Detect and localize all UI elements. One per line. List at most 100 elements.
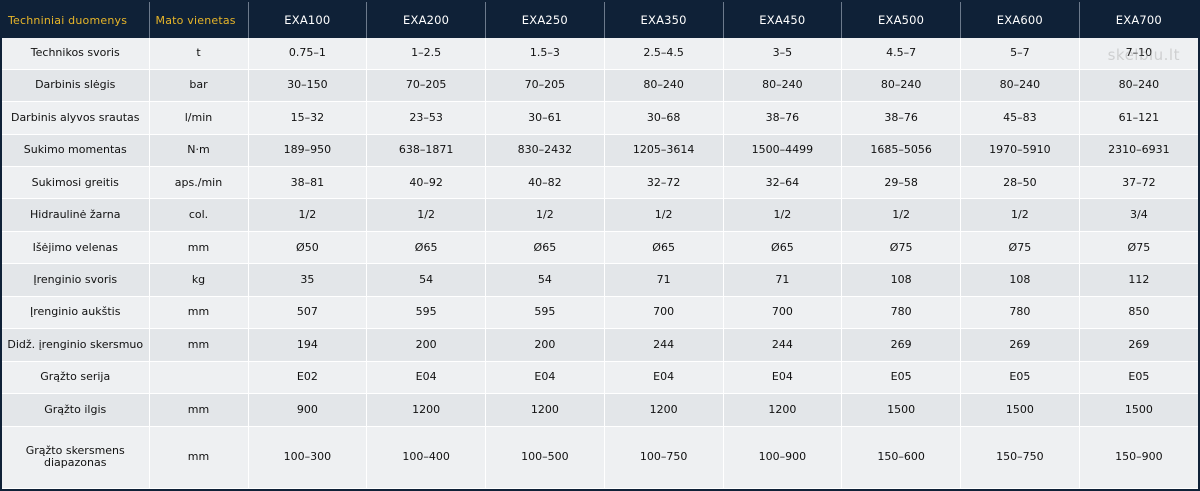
value-cell: 29–58 <box>841 166 961 200</box>
header-model-1: EXA200 <box>366 2 486 38</box>
table-row: Įrenginio svoris kg 35 54 54 71 71 108 108 112 <box>2 263 1198 297</box>
value-cell: 100–750 <box>604 426 724 489</box>
value-cell: 3/4 <box>1079 198 1198 232</box>
value-cell: 194 <box>248 328 368 362</box>
header-model-0: EXA100 <box>248 2 368 38</box>
value-cell: 1205–3614 <box>604 134 724 168</box>
value-cell: 112 <box>1079 263 1198 297</box>
value-cell: 71 <box>604 263 724 297</box>
value-cell: 1685–5056 <box>841 134 961 168</box>
value-cell: 38–81 <box>248 166 368 200</box>
value-cell: E04 <box>723 361 843 395</box>
value-cell: 4.5–7 <box>841 38 961 70</box>
value-cell: 54 <box>485 263 605 297</box>
value-cell: 54 <box>366 263 486 297</box>
unit-cell: t <box>149 38 249 70</box>
value-cell: E04 <box>485 361 605 395</box>
value-cell: 1200 <box>723 393 843 427</box>
value-cell: 1500 <box>960 393 1080 427</box>
value-cell: 150–750 <box>960 426 1080 489</box>
value-cell: E04 <box>366 361 486 395</box>
value-cell: 830–2432 <box>485 134 605 168</box>
value-cell: 1.5–3 <box>485 38 605 70</box>
value-cell: 61–121 <box>1079 101 1198 135</box>
row-label: Išėjimo velenas <box>2 231 150 265</box>
value-cell: 269 <box>960 328 1080 362</box>
unit-cell: aps./min <box>149 166 249 200</box>
value-cell: 1200 <box>366 393 486 427</box>
unit-cell: mm <box>149 231 249 265</box>
value-cell: 30–68 <box>604 101 724 135</box>
header-unit: Mato vienetas <box>149 2 249 38</box>
value-cell: 150–900 <box>1079 426 1198 489</box>
row-label: Įrenginio svoris <box>2 263 150 297</box>
value-cell: 108 <box>841 263 961 297</box>
value-cell: 200 <box>366 328 486 362</box>
value-cell: 3–5 <box>723 38 843 70</box>
table-header: Techniniai duomenys Mato vienetas EXA100 EX… <box>2 2 1198 38</box>
value-cell: 100–300 <box>248 426 368 489</box>
value-cell: 100–500 <box>485 426 605 489</box>
value-cell: 28–50 <box>960 166 1080 200</box>
value-cell: 100–400 <box>366 426 486 489</box>
value-cell: 700 <box>604 296 724 330</box>
unit-cell: mm <box>149 393 249 427</box>
unit-cell <box>149 361 249 395</box>
table-row: Hidraulinė žarna col. 1/2 1/2 1/2 1/2 1/2 1/2 1/… <box>2 198 1198 232</box>
value-cell: 45–83 <box>960 101 1080 135</box>
value-cell: 0.75–1 <box>248 38 368 70</box>
table-row: Grąžto serija E02 E04 E04 E04 E04 E05 E05 E05 <box>2 361 1198 395</box>
table-row: Didž. įrenginio skersmuo mm 194 200 200 244 24… <box>2 328 1198 362</box>
value-cell: Ø75 <box>1079 231 1198 265</box>
value-cell: 1500 <box>841 393 961 427</box>
value-cell: 1/2 <box>841 198 961 232</box>
value-cell: 71 <box>723 263 843 297</box>
value-cell: 1/2 <box>248 198 368 232</box>
value-cell: Ø75 <box>960 231 1080 265</box>
value-cell: 900 <box>248 393 368 427</box>
table-row: Grąžto ilgis mm 900 1200 1200 1200 1200 1500 150… <box>2 393 1198 427</box>
value-cell: 70–205 <box>485 69 605 103</box>
value-cell: 7–10 <box>1079 38 1198 70</box>
value-cell: 595 <box>485 296 605 330</box>
value-cell: 1200 <box>604 393 724 427</box>
header-model-3: EXA350 <box>604 2 724 38</box>
value-cell: Ø65 <box>485 231 605 265</box>
value-cell: 850 <box>1079 296 1198 330</box>
row-label: Technikos svoris <box>2 38 150 70</box>
value-cell: 269 <box>841 328 961 362</box>
value-cell: Ø65 <box>366 231 486 265</box>
value-cell: Ø65 <box>723 231 843 265</box>
value-cell: 244 <box>723 328 843 362</box>
table-row: Technikos svoris t 0.75–1 1–2.5 1.5–3 2.5–4.5… <box>2 38 1198 70</box>
value-cell: 15–32 <box>248 101 368 135</box>
value-cell: 189–950 <box>248 134 368 168</box>
value-cell: 40–82 <box>485 166 605 200</box>
value-cell: Ø65 <box>604 231 724 265</box>
value-cell: 150–600 <box>841 426 961 489</box>
value-cell: 80–240 <box>604 69 724 103</box>
row-label: Grąžto skersmens diapazonas <box>2 426 150 489</box>
value-cell: 32–72 <box>604 166 724 200</box>
value-cell: 507 <box>248 296 368 330</box>
table-row: Išėjimo velenas mm Ø50 Ø65 Ø65 Ø65 Ø65 Ø75 Ø75 Ø7… <box>2 231 1198 265</box>
value-cell: E05 <box>841 361 961 395</box>
value-cell: 1500–4499 <box>723 134 843 168</box>
value-cell: 30–61 <box>485 101 605 135</box>
value-cell: 1/2 <box>723 198 843 232</box>
value-cell: 35 <box>248 263 368 297</box>
value-cell: 70–205 <box>366 69 486 103</box>
value-cell: 1/2 <box>366 198 486 232</box>
table-body: Technikos svoris t 0.75–1 1–2.5 1.5–3 2.5–4.5… <box>2 38 1198 489</box>
table-row: Darbinis slėgis bar 30–150 70–205 70–205 80–2… <box>2 69 1198 103</box>
value-cell: 40–92 <box>366 166 486 200</box>
table-row: Įrenginio aukštis mm 507 595 595 700 700 780 780… <box>2 296 1198 330</box>
value-cell: E02 <box>248 361 368 395</box>
value-cell: 32–64 <box>723 166 843 200</box>
value-cell: E05 <box>960 361 1080 395</box>
value-cell: 1/2 <box>604 198 724 232</box>
value-cell: 80–240 <box>1079 69 1198 103</box>
row-label: Hidraulinė žarna <box>2 198 150 232</box>
